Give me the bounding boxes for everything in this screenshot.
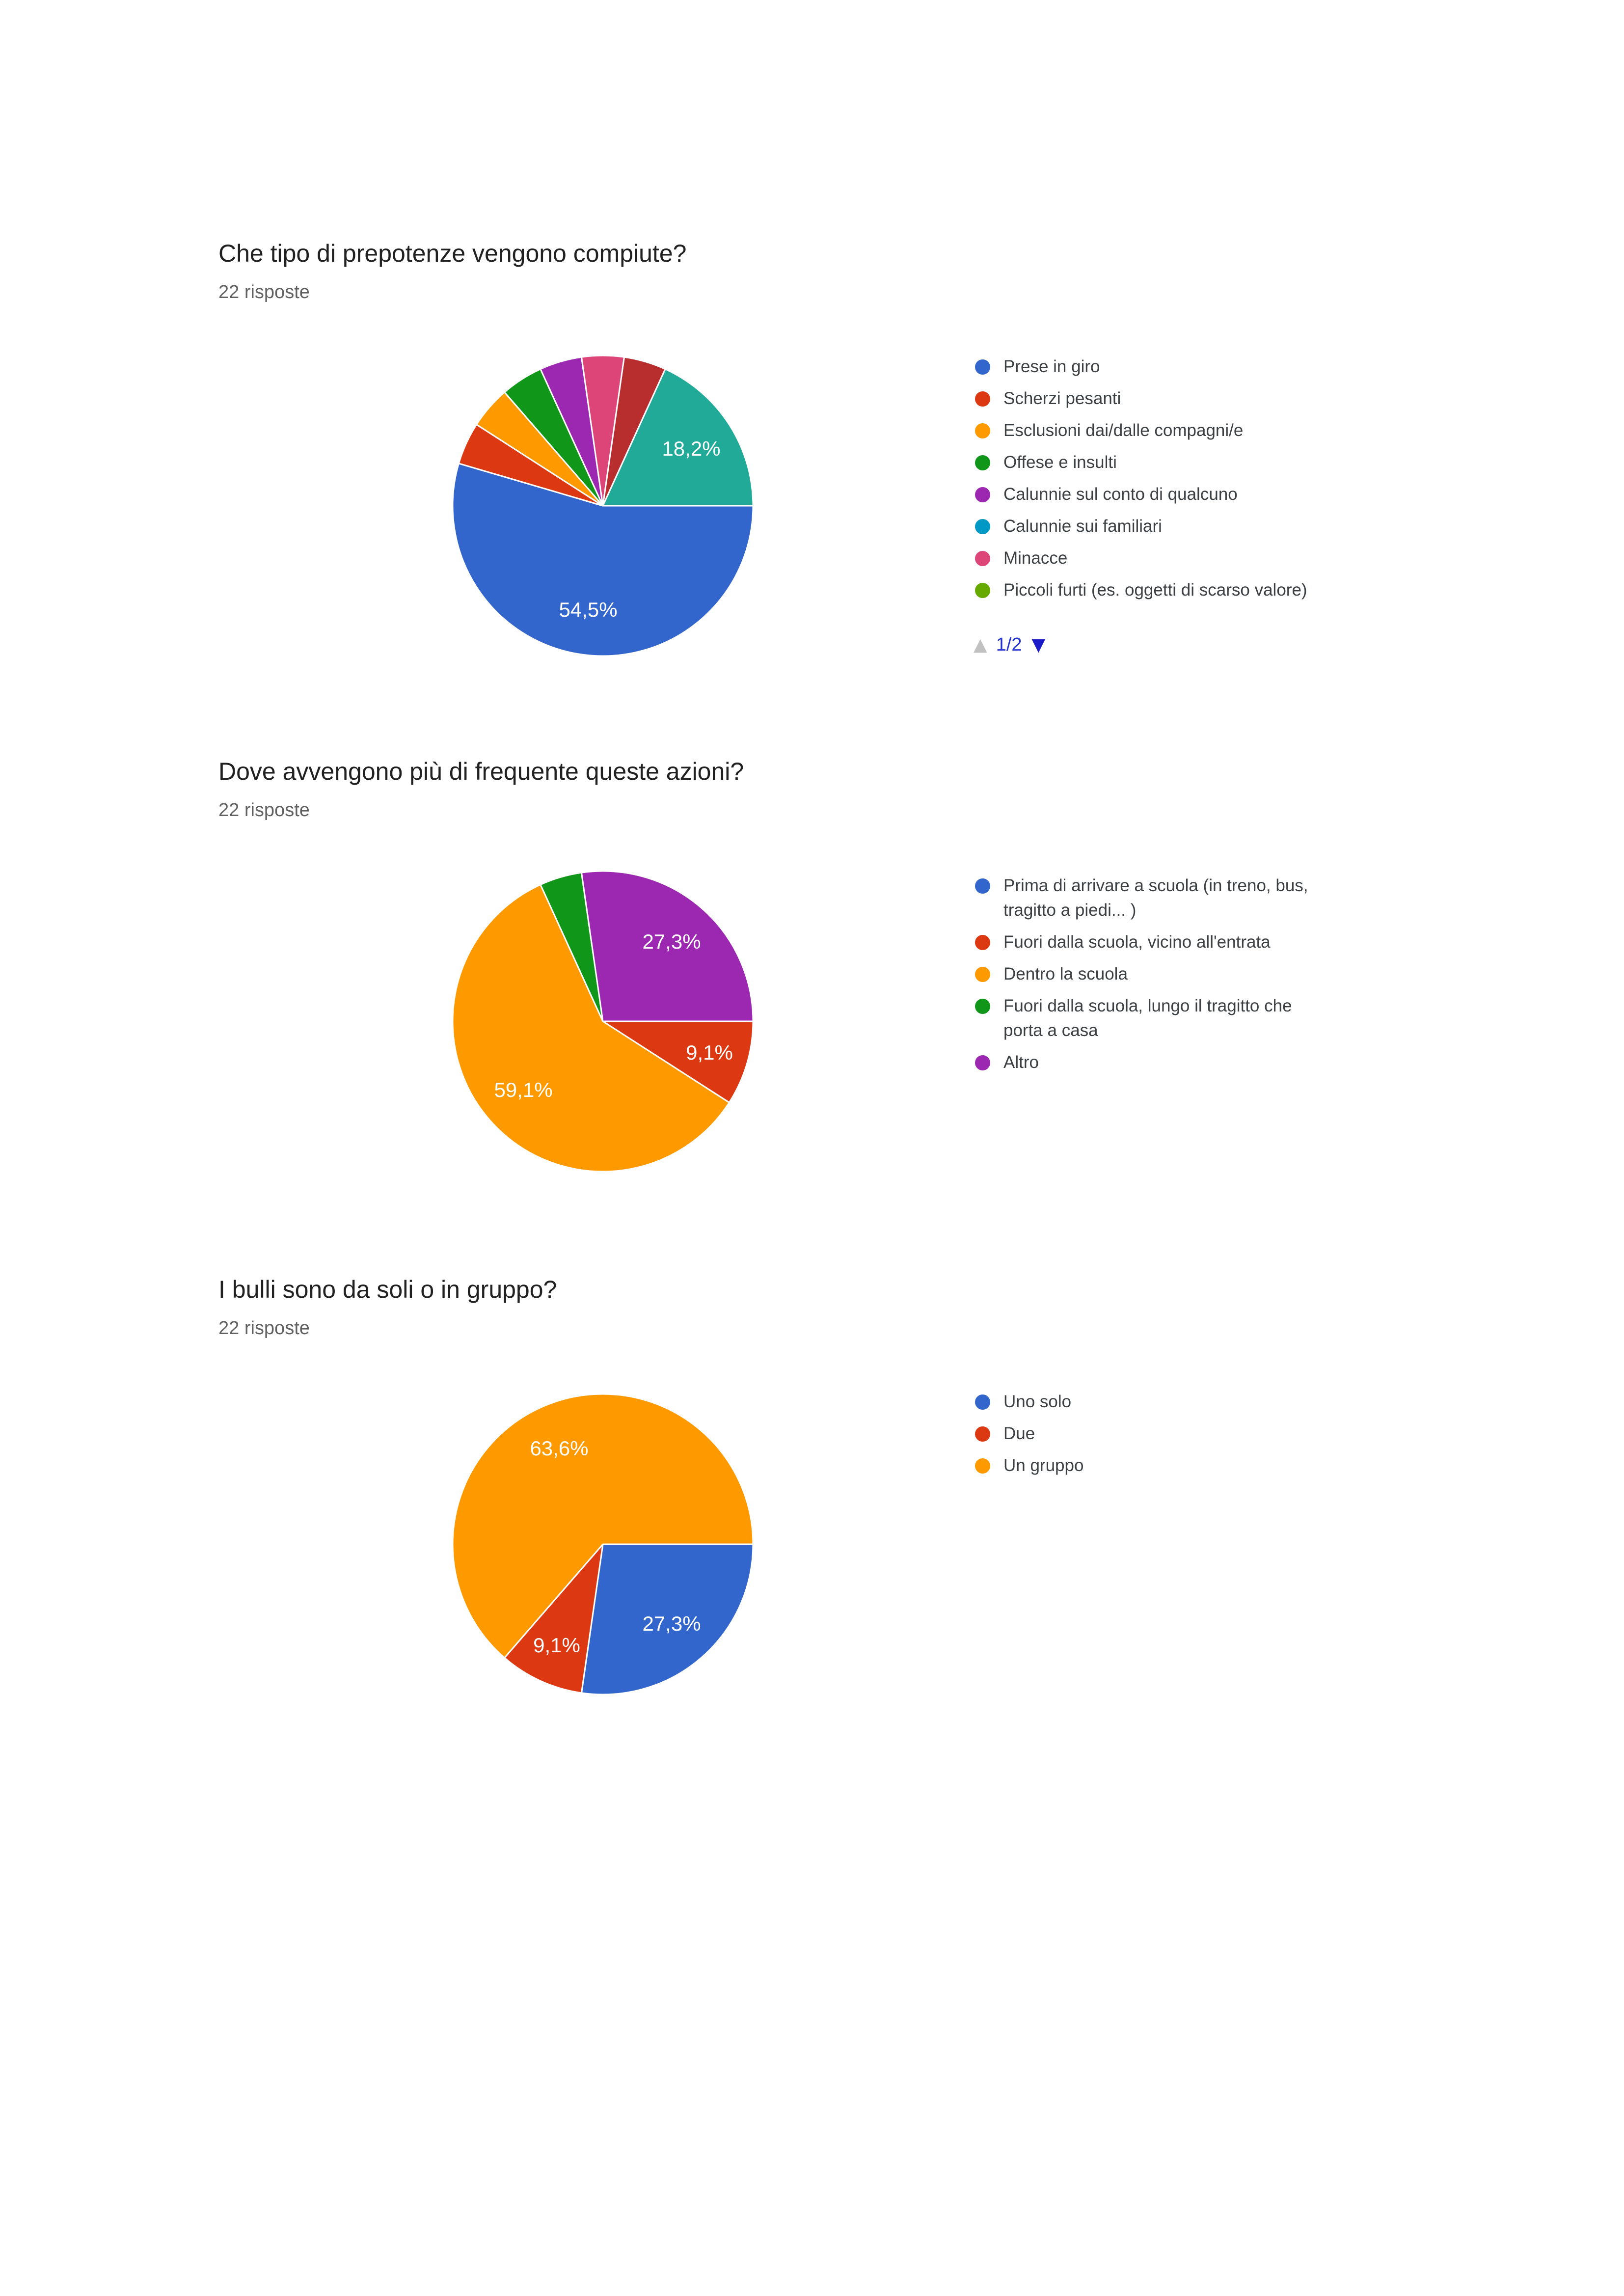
legend-label-line: Due [1003,1424,1035,1443]
legend-item: Scherzi pesanti [975,386,1121,411]
legend-label-line: Dentro la scuola [1003,964,1128,984]
legend-dot-blue-icon [975,359,990,375]
legend-label: Altro [1003,1050,1039,1075]
legend-label-line: Fuori dalla scuola, lungo il tragitto ch… [1003,996,1292,1015]
legend-label-line: Uno solo [1003,1392,1072,1411]
pie-chart-gruppo [452,1393,754,1695]
legend-label: Prese in giro [1003,355,1100,379]
legend-item: Piccoli furti (es. oggetti di scarso val… [975,578,1307,602]
question-title: Dove avvengono più di frequente queste a… [218,758,744,785]
legend-label: Minacce [1003,546,1067,571]
legend-label-line: porta a casa [1003,1021,1098,1040]
pie-slice-orange [452,1393,754,1659]
legend-item: Un gruppo [975,1453,1083,1478]
legend-label-line: Scherzi pesanti [1003,389,1121,408]
legend-label: Prima di arrivare a scuola (in treno, bu… [1003,874,1308,923]
legend-pagination: ▲ 1/2 ▼ [974,634,1045,656]
legend-label: Esclusioni dai/dalle compagni/e [1003,418,1243,443]
legend-label-line: Calunnie sui familiari [1003,517,1162,536]
legend-label-line: Fuori dalla scuola, vicino all'entrata [1003,932,1271,952]
legend-item: Fuori dalla scuola, lungo il tragitto ch… [975,994,1292,1043]
legend-dot-cyan-icon [975,519,990,534]
legend-dot-orange-icon [975,423,990,438]
legend-page-up-icon[interactable]: ▲ [974,635,987,655]
slice-label: 9,1% [686,1041,733,1064]
legend-label: Piccoli furti (es. oggetti di scarso val… [1003,578,1307,602]
legend-label-line: Offese e insulti [1003,453,1117,472]
legend-page-indicator: 1/2 [996,634,1022,655]
legend-label: Calunnie sui familiari [1003,514,1162,539]
pie-chart-prepotenze [452,355,754,657]
legend-item: Minacce [975,546,1067,571]
legend-item: Uno solo [975,1390,1071,1414]
legend-dot-orange-icon [975,967,990,982]
legend-label: Fuori dalla scuola, vicino all'entrata [1003,930,1271,955]
pie-slice-teal [602,368,754,507]
pie-slice-blue [452,463,754,657]
legend-dot-green-icon [975,999,990,1014]
legend-dot-blue-icon [975,1394,990,1410]
legend-dot-olive-icon [975,583,990,598]
legend-dot-red-icon [975,1426,990,1442]
slice-label: 63,6% [530,1437,589,1460]
legend-dot-blue-icon [975,878,990,894]
slice-label: 18,2% [662,437,721,460]
pie-slice-red [504,1543,604,1694]
slice-label: 59,1% [494,1078,553,1101]
legend-item: Fuori dalla scuola, vicino all'entrata [975,930,1271,955]
question-title: Che tipo di prepotenze vengono compiute? [218,240,687,267]
legend-dot-pink-icon [975,551,990,566]
legend-item: Esclusioni dai/dalle compagni/e [975,418,1243,443]
legend-label: Un gruppo [1003,1453,1083,1478]
legend-dot-red-icon [975,391,990,407]
legend-label-line: Minacce [1003,548,1068,568]
legend-label-line: Prima di arrivare a scuola (in treno, bu… [1003,876,1308,895]
legend-item: Prima di arrivare a scuola (in treno, bu… [975,874,1308,923]
legend-dot-green-icon [975,455,990,470]
legend-item: Calunnie sui familiari [975,514,1162,539]
legend-label: Uno solo [1003,1390,1071,1414]
legend-label: Offese e insulti [1003,450,1117,475]
slice-label: 27,3% [642,1612,701,1635]
legend-label: Fuori dalla scuola, lungo il tragitto ch… [1003,994,1292,1043]
legend-label-line: tragitto a piedi... ) [1003,901,1137,920]
legend-item: Dentro la scuola [975,962,1128,986]
legend-label-line: Prese in giro [1003,357,1100,376]
pie-chart-luoghi [452,870,754,1173]
slice-label: 54,5% [559,598,618,621]
legend-label-line: Un gruppo [1003,1456,1084,1475]
responses-count: 22 risposte [218,282,310,302]
responses-count: 22 risposte [218,800,310,820]
legend-item: Offese e insulti [975,450,1117,475]
legend-label: Calunnie sul conto di qualcuno [1003,482,1238,507]
legend-label: Scherzi pesanti [1003,386,1121,411]
legend-label-line: Esclusioni dai/dalle compagni/e [1003,421,1244,440]
slice-label: 27,3% [642,930,701,953]
legend-label: Due [1003,1421,1035,1446]
legend-label: Dentro la scuola [1003,962,1128,986]
slice-label: 9,1% [533,1634,580,1657]
legend-item: Due [975,1421,1035,1446]
pie-slice-purple [580,870,754,1022]
legend-dot-red-icon [975,935,990,950]
legend-item: Calunnie sul conto di qualcuno [975,482,1238,507]
pie-slice-blue [580,1543,754,1695]
legend-label-line: Piccoli furti (es. oggetti di scarso val… [1003,580,1307,600]
responses-count: 22 risposte [218,1318,310,1339]
legend-item: Altro [975,1050,1039,1075]
pie-slice-red [602,1020,754,1103]
legend-label-line: Calunnie sul conto di qualcuno [1003,485,1238,504]
legend-item: Prese in giro [975,355,1100,379]
legend-page-down-icon[interactable]: ▼ [1031,635,1046,655]
legend-dot-purple-icon [975,1055,990,1070]
question-title: I bulli sono da soli o in gruppo? [218,1276,557,1303]
pie-slice-orange [452,884,730,1173]
legend-label-line: Altro [1003,1053,1039,1072]
legend-dot-orange-icon [975,1458,990,1474]
legend-dot-purple-icon [975,487,990,502]
